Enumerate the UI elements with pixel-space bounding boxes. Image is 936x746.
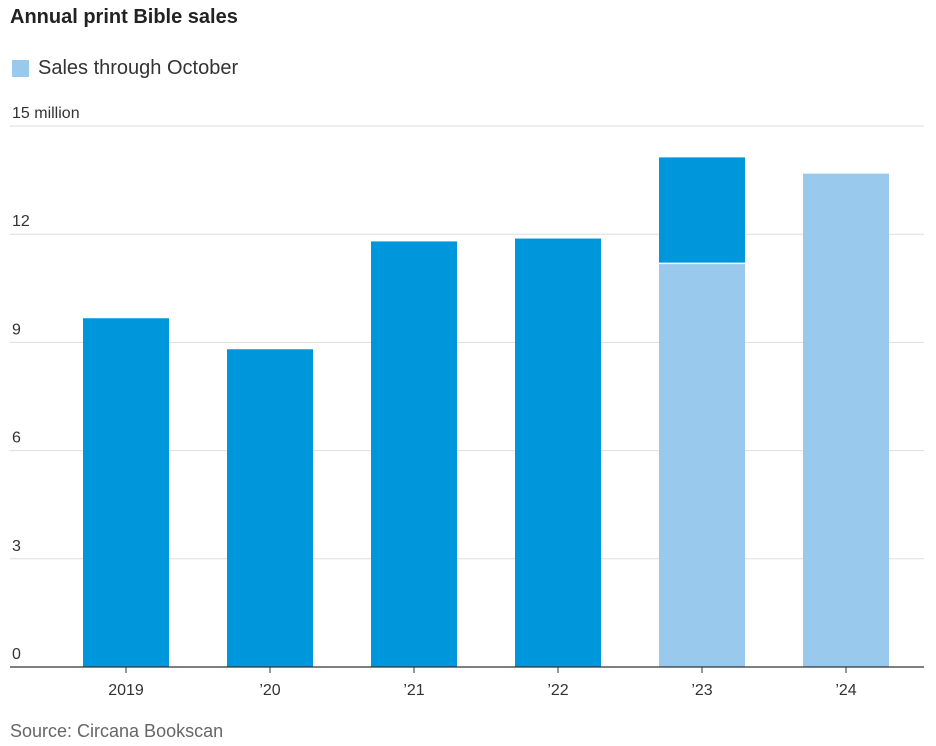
x-tick-label: 2019 (108, 682, 144, 699)
x-tick-label: ’24 (835, 682, 856, 699)
y-tick-label: 9 (12, 321, 21, 338)
x-tick-label: ’22 (547, 682, 568, 699)
y-tick-label: 6 (12, 430, 21, 447)
y-tick-label: 12 (12, 213, 30, 230)
bar-through-october (803, 173, 889, 667)
x-tick-label: ’20 (259, 682, 280, 699)
bar-full-year (83, 318, 169, 667)
legend-swatch (12, 60, 29, 77)
bar-full-year (227, 349, 313, 667)
source-note: Source: Circana Bookscan (10, 721, 224, 741)
y-tick-label: 0 (12, 646, 21, 663)
x-tick-label: ’21 (403, 682, 424, 699)
chart-title: Annual print Bible sales (10, 6, 238, 28)
legend-label: Sales through October (38, 57, 239, 79)
legend: Sales through October (12, 57, 238, 80)
bar-full-year (371, 241, 457, 667)
bar-through-october (659, 263, 745, 667)
bar-full-year (515, 238, 601, 667)
x-tick-label: ’23 (691, 682, 712, 699)
y-tick-label: 3 (12, 538, 21, 555)
y-tick-label: 15 million (12, 105, 80, 122)
